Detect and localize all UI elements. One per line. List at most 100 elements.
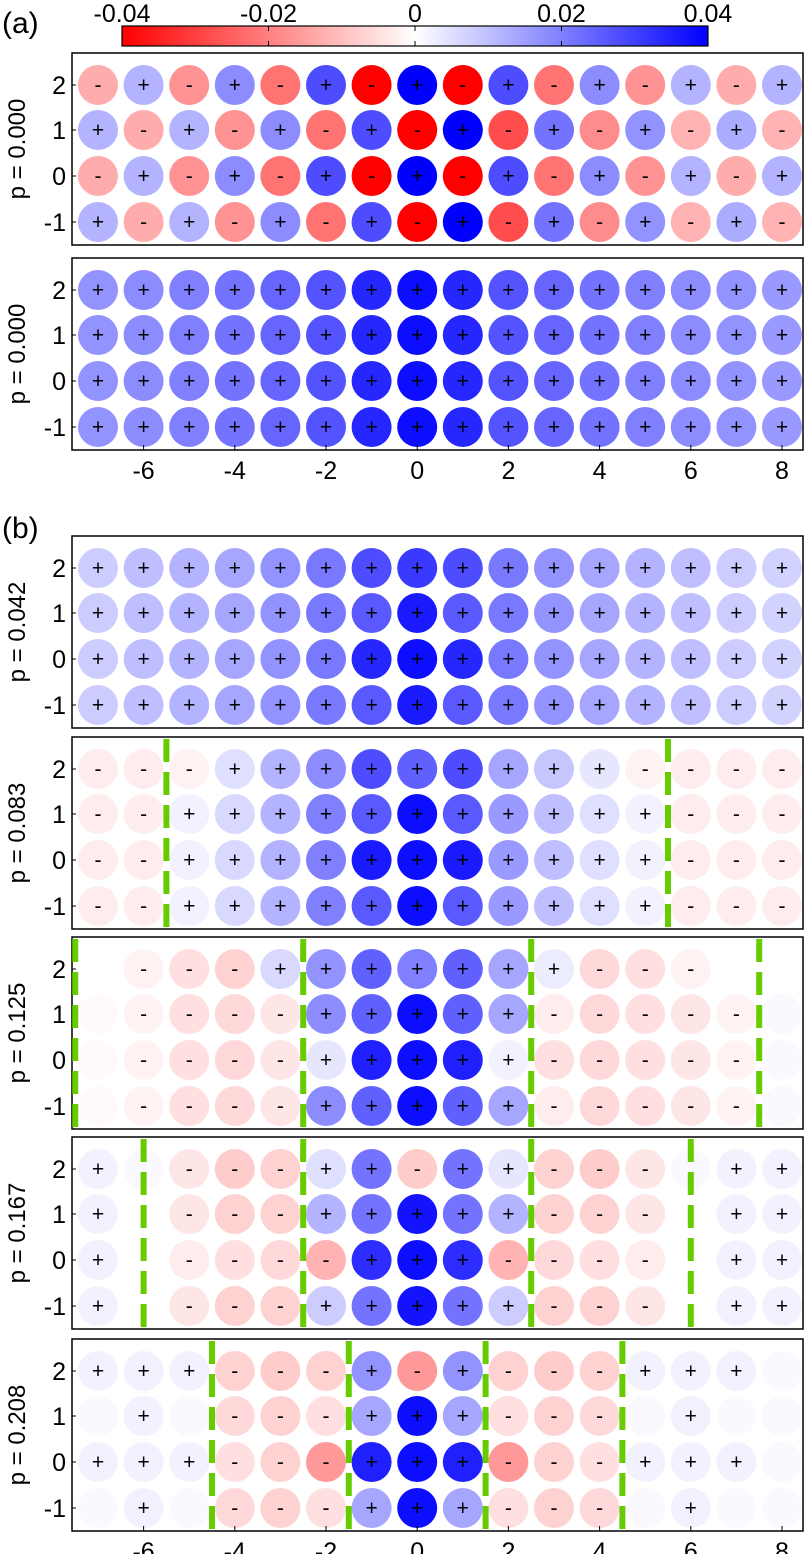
cell-sign: -	[687, 849, 694, 872]
heatmap-cell	[397, 886, 438, 926]
heatmap-cell	[306, 639, 346, 679]
cell-sign: -	[140, 211, 147, 234]
cell-sign: +	[776, 1203, 788, 1226]
cell-sign: +	[229, 758, 241, 781]
heatmap-cell	[397, 639, 438, 679]
cell-sign: -	[642, 1095, 649, 1118]
cell-sign: -	[140, 895, 147, 918]
cell-sign: +	[365, 1158, 377, 1181]
cell-sign: +	[320, 416, 332, 439]
heatmap-cell	[78, 1194, 118, 1234]
cell-sign: +	[92, 602, 104, 625]
cell-sign: +	[457, 1049, 469, 1072]
heatmap-cell	[351, 1040, 392, 1080]
heatmap-cell	[260, 685, 301, 725]
cell-sign: -	[186, 1049, 193, 1072]
heatmap-cell	[579, 639, 620, 679]
heatmap-cell	[351, 1286, 392, 1326]
cell-sign: +	[320, 1049, 332, 1072]
cell-sign: +	[548, 370, 560, 393]
cell-sign: +	[776, 165, 788, 188]
colorbar-tick-label: 0.04	[684, 0, 733, 28]
heatmap-cell	[534, 407, 574, 447]
cell-sign: -	[687, 119, 694, 142]
heatmap-cell	[625, 1286, 666, 1326]
cell-sign: -	[642, 1158, 649, 1181]
heatmap-cell	[397, 270, 438, 310]
heatmap-cell	[762, 361, 802, 401]
row-tick-label: 0	[52, 1047, 66, 1075]
cell-sign: -	[779, 758, 786, 781]
cell-sign: -	[414, 119, 421, 142]
row-tick-label: 1	[52, 322, 66, 350]
cell-sign: +	[593, 324, 605, 347]
cell-sign: +	[730, 324, 742, 347]
heatmap-cell	[579, 1149, 620, 1189]
cell-sign: -	[551, 1049, 558, 1072]
cell-sign: +	[502, 165, 514, 188]
cell-sign: +	[411, 370, 423, 393]
heatmap-cell	[306, 1040, 346, 1080]
cell-sign: -	[733, 165, 740, 188]
heatmap-cell	[351, 1396, 392, 1436]
cell-sign: +	[411, 1049, 423, 1072]
cell-sign: +	[502, 1095, 514, 1118]
cell-sign: +	[457, 1249, 469, 1272]
cell-sign: +	[457, 602, 469, 625]
row-tick-label: 0	[52, 1247, 66, 1275]
row-tick-label: 1	[52, 117, 66, 145]
row-tick-label: 1	[52, 1201, 66, 1229]
heatmap-cell	[169, 886, 210, 926]
row-tick-label: 0	[52, 163, 66, 191]
heatmap-cell	[260, 407, 301, 447]
cell-sign: +	[274, 803, 286, 826]
heatmap-cell	[306, 270, 346, 310]
heatmap-cell	[306, 840, 346, 880]
heatmap-cell	[579, 949, 620, 989]
heatmap-cell	[579, 156, 620, 196]
panel-tag-a: (a)	[2, 7, 39, 40]
heatmap-cell	[351, 1149, 392, 1189]
cell-sign: -	[323, 1451, 330, 1474]
heatmap-cell	[169, 1488, 210, 1528]
heatmap-cell	[214, 639, 255, 679]
heatmap-cell	[306, 1488, 346, 1528]
cell-sign: -	[323, 119, 330, 142]
cell-sign: -	[551, 1295, 558, 1318]
colorbar-tick-label: -0.02	[240, 0, 297, 28]
cell-sign: +	[593, 165, 605, 188]
heatmap-cell	[670, 270, 711, 310]
panel-ylabel: p = 0.042	[4, 582, 31, 683]
heatmap-cell	[442, 1442, 483, 1482]
heatmap-cell	[78, 315, 118, 355]
cell-sign: -	[186, 958, 193, 981]
heatmap-cell	[762, 1488, 802, 1528]
cell-sign: +	[639, 648, 651, 671]
cell-sign: +	[365, 1360, 377, 1383]
heatmap-cell	[488, 202, 529, 242]
heatmap-cell	[716, 1488, 757, 1528]
cell-sign: +	[457, 1295, 469, 1318]
cell-sign: +	[502, 1049, 514, 1072]
colorbar-tick-label: 0	[408, 0, 422, 28]
heatmap-cell	[442, 749, 483, 789]
heatmap-cell	[78, 1086, 118, 1126]
cell-sign: -	[277, 1095, 284, 1118]
cell-sign: -	[596, 1295, 603, 1318]
cell-sign: +	[685, 370, 697, 393]
cell-sign: +	[776, 1158, 788, 1181]
row-tick-label: 1	[52, 1403, 66, 1431]
heatmap-cell	[214, 407, 255, 447]
heatmap-cell	[78, 949, 118, 989]
colorbar-tick-label: -0.04	[94, 0, 151, 28]
cell-sign: -	[551, 1405, 558, 1428]
heatmap-cell	[442, 994, 483, 1034]
heatmap-cell	[169, 1240, 210, 1280]
heatmap-cell	[169, 1086, 210, 1126]
heatmap-cell	[716, 593, 757, 633]
heatmap-cell	[579, 65, 620, 105]
heatmap-cell	[442, 886, 483, 926]
cell-sign: +	[502, 370, 514, 393]
cell-sign: +	[730, 279, 742, 302]
cell-sign: -	[505, 1360, 512, 1383]
